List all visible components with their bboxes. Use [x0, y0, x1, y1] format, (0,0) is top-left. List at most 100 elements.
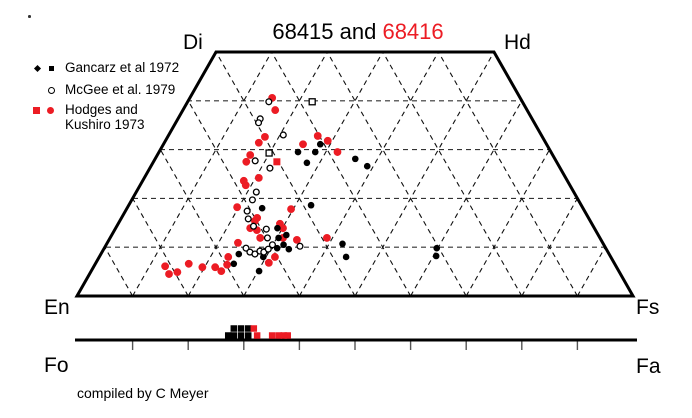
- grid-line-diagonal: [354, 52, 495, 296]
- data-point-mcgee: [251, 157, 259, 165]
- corner-label-hd: Hd: [504, 31, 531, 54]
- hodges-square-marker-icon: [33, 107, 40, 114]
- grid-line-diagonal: [465, 52, 606, 296]
- data-point-hodges: [161, 262, 170, 271]
- corner-label-di: Di: [183, 31, 203, 54]
- olivine-point-gancarz_ol: [244, 325, 252, 332]
- grid-line-diagonal: [243, 52, 384, 296]
- gancarz-square-marker-icon: [49, 66, 54, 71]
- data-point-mcgee: [264, 245, 272, 253]
- data-point-gancarz: [342, 253, 350, 261]
- data-point-mcgee: [249, 222, 258, 230]
- data-point-hodges: [184, 259, 193, 268]
- data-point-mcgee: [268, 241, 276, 249]
- data-point-gancarz: [303, 159, 311, 167]
- data-point-gancarz: [307, 201, 315, 209]
- corner-label-fs: Fs: [636, 296, 660, 319]
- data-point-hodges: [217, 267, 226, 276]
- olivine-point-gancarz_ol: [244, 332, 252, 339]
- data-point-mcgee: [254, 119, 263, 127]
- plot-title: 68415 and 68416: [24, 19, 692, 45]
- data-point-hodges: [256, 234, 265, 242]
- title-sample-68415: 68415 and: [272, 19, 383, 44]
- data-point-mcgee: [266, 164, 274, 172]
- quadrilateral-outline: [74, 50, 636, 298]
- data-point-gancarz: [235, 250, 243, 258]
- grid-line-diagonal: [187, 52, 328, 296]
- olivine-point-hodges_ol: [280, 332, 288, 339]
- data-point-mcgee: [252, 188, 260, 196]
- legend-label-hodges: Hodges and Kushiro 1973: [65, 102, 145, 132]
- grid-line-diagonal: [271, 52, 412, 296]
- data-point-hodges: [287, 205, 295, 214]
- data-point-hodges: [233, 203, 242, 212]
- data-points-layer: [161, 93, 441, 278]
- data-point-gancarz: [351, 155, 359, 163]
- data-point-hodges: [323, 234, 331, 242]
- grid-line-diagonal: [77, 52, 189, 296]
- stray-dot: [28, 15, 31, 18]
- data-point-hodges: [313, 132, 322, 140]
- grid-line-diagonal: [521, 52, 633, 296]
- data-point-hodges: [165, 270, 173, 278]
- data-point-mcgee: [244, 215, 252, 223]
- corner-label-en: En: [44, 296, 70, 319]
- grid-line-diagonal: [132, 52, 273, 296]
- corner-label-fa: Fa: [636, 355, 661, 378]
- olivine-point-gancarz_ol: [224, 332, 232, 339]
- title-sample-68416: 68416: [382, 19, 444, 44]
- data-point-gancarz: [363, 162, 371, 170]
- mcgee-open-circle-marker-icon: [48, 87, 55, 94]
- grid-line-diagonal: [298, 52, 439, 296]
- data-point-hodges: [246, 151, 255, 159]
- data-point-hodges: [211, 263, 220, 272]
- grid-line-diagonal: [410, 52, 551, 296]
- grid-line-diagonal: [77, 52, 134, 296]
- data-point-hodges: [323, 136, 332, 145]
- data-point-hodges_sq: [273, 158, 281, 166]
- data-point-hodges: [292, 235, 301, 244]
- grid-line-diagonal: [215, 52, 356, 296]
- caption-compiled-by: compiled by C Meyer: [77, 385, 209, 401]
- data-point-hodges: [173, 268, 182, 276]
- olivine-point-hodges_ol: [284, 332, 291, 339]
- data-point-mcgee: [251, 250, 259, 258]
- data-point-gancarz: [433, 244, 441, 252]
- data-point-mcgee_sq: [265, 149, 273, 157]
- olivine-point-gancarz_ol: [230, 325, 238, 332]
- olivine-point-hodges_ol: [275, 332, 283, 339]
- data-point-hodges: [254, 138, 263, 147]
- data-point-mcgee: [265, 98, 273, 106]
- grid-line-diagonal: [326, 52, 467, 296]
- corner-label-fo: Fo: [44, 354, 69, 377]
- grid-line-diagonal: [576, 52, 633, 296]
- data-point-hodges: [223, 260, 232, 269]
- data-point-mcgee: [262, 225, 270, 233]
- olivine-point-gancarz_ol: [230, 332, 238, 339]
- data-point-mcgee: [296, 242, 304, 250]
- olivine-point-hodges_ol: [253, 332, 261, 339]
- olivine-point-gancarz_ol: [237, 332, 245, 339]
- data-point-gancarz: [274, 224, 281, 232]
- data-point-mcgee_sq: [308, 98, 316, 106]
- data-point-mcgee: [279, 131, 287, 139]
- data-point-hodges: [254, 174, 263, 182]
- data-point-gancarz: [316, 140, 324, 148]
- data-point-gancarz: [294, 148, 302, 156]
- data-point-mcgee: [263, 234, 271, 242]
- olivine-point-hodges_ol: [250, 325, 258, 332]
- data-point-gancarz: [255, 267, 263, 275]
- data-point-hodges: [271, 253, 279, 261]
- data-point-hodges: [264, 258, 273, 267]
- data-point-gancarz: [275, 234, 282, 242]
- data-point-mcgee: [243, 207, 251, 215]
- olivine-point-gancarz_ol: [237, 325, 245, 332]
- data-point-mcgee: [248, 196, 256, 204]
- data-point-hodges: [234, 238, 242, 247]
- data-point-hodges: [271, 106, 280, 114]
- grid-line-diagonal: [437, 52, 578, 296]
- data-point-hodges: [299, 140, 307, 149]
- data-point-gancarz: [311, 148, 319, 156]
